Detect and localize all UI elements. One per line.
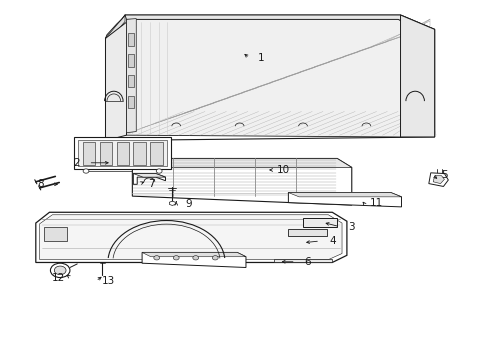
Polygon shape [125,15,434,33]
Circle shape [156,169,162,173]
Text: 9: 9 [185,199,191,210]
FancyBboxPatch shape [116,141,128,165]
Text: 6: 6 [304,257,310,267]
Circle shape [50,263,70,278]
Circle shape [173,256,179,260]
Polygon shape [105,15,125,44]
Polygon shape [74,137,171,169]
Polygon shape [288,193,401,197]
Polygon shape [105,22,126,140]
Text: 11: 11 [369,198,382,208]
Polygon shape [132,158,351,205]
Circle shape [212,256,218,260]
Polygon shape [40,215,341,260]
FancyBboxPatch shape [82,141,95,165]
Polygon shape [78,140,167,166]
Text: 12: 12 [52,273,65,283]
FancyBboxPatch shape [150,141,163,165]
Text: 3: 3 [348,222,354,231]
Polygon shape [105,15,434,140]
Polygon shape [142,252,245,267]
FancyBboxPatch shape [133,141,145,165]
Polygon shape [400,15,434,137]
Polygon shape [288,193,401,207]
Circle shape [154,256,159,260]
Circle shape [83,169,89,173]
Text: 5: 5 [440,170,447,180]
Polygon shape [126,19,429,137]
Text: 1: 1 [258,53,264,63]
Polygon shape [125,15,244,137]
FancyBboxPatch shape [128,54,134,67]
Polygon shape [142,252,245,257]
Polygon shape [288,229,327,235]
Polygon shape [303,218,336,226]
Text: 2: 2 [73,158,80,168]
Polygon shape [133,174,165,184]
Text: 10: 10 [276,165,289,175]
FancyBboxPatch shape [43,227,67,241]
Text: 8: 8 [37,179,44,189]
FancyBboxPatch shape [128,75,134,87]
Polygon shape [132,158,351,167]
FancyBboxPatch shape [128,96,134,108]
Text: 7: 7 [148,179,155,189]
Polygon shape [428,173,447,186]
Polygon shape [273,259,331,262]
Circle shape [192,256,198,260]
Circle shape [54,266,66,275]
Text: 13: 13 [101,276,114,286]
Polygon shape [126,19,136,133]
Polygon shape [133,174,165,177]
Polygon shape [36,212,346,262]
Text: 4: 4 [328,236,335,246]
Polygon shape [432,176,444,184]
FancyBboxPatch shape [128,33,134,46]
Polygon shape [169,201,175,206]
FancyBboxPatch shape [100,141,111,165]
